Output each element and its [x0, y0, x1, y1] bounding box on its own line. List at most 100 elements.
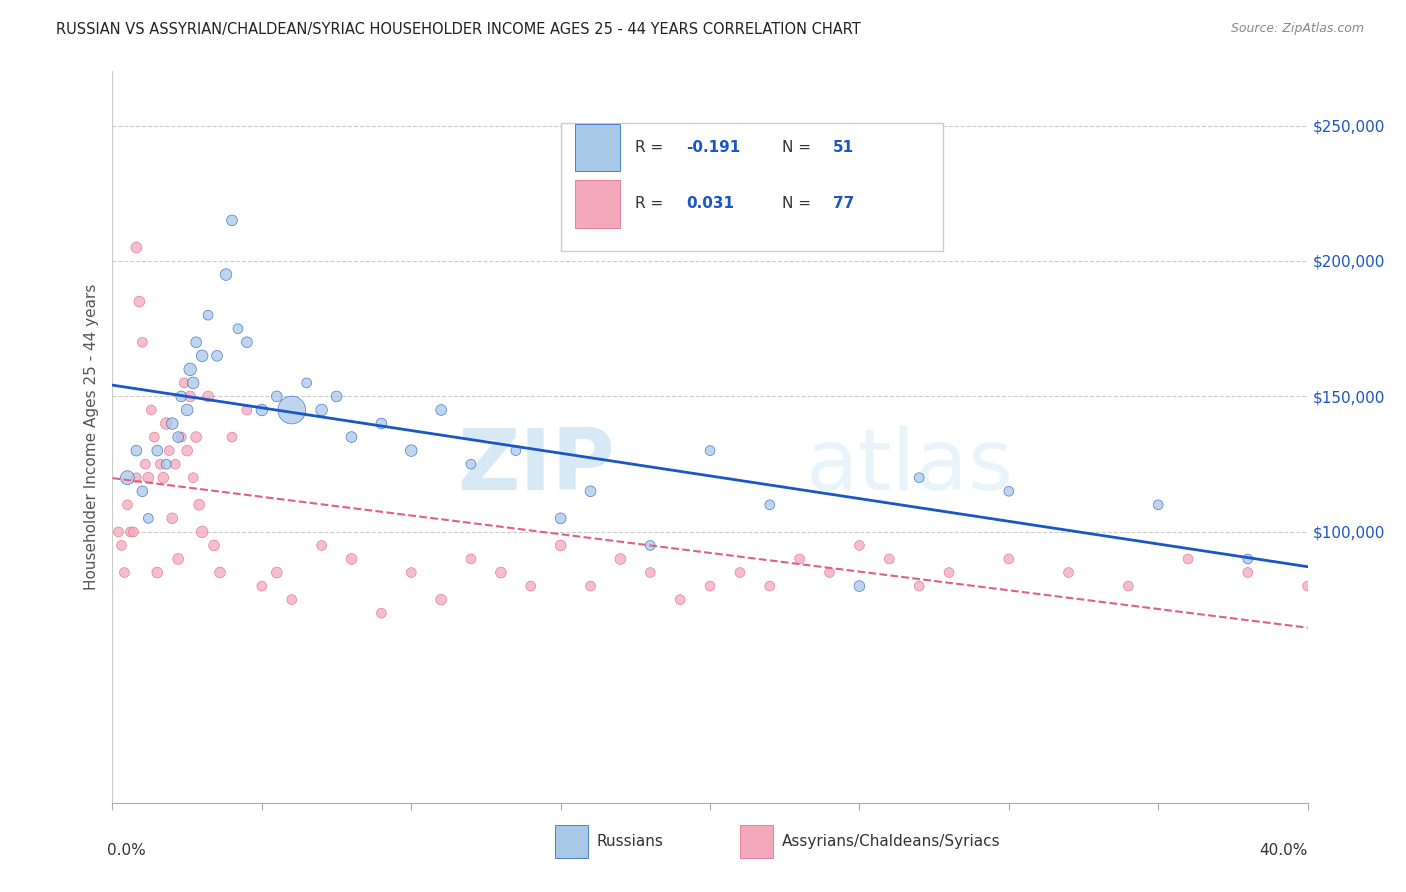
- Point: [188, 498, 211, 512]
- Point: [186, 430, 208, 444]
- Point: [998, 484, 1021, 499]
- Point: [176, 443, 198, 458]
- Point: [107, 524, 129, 539]
- Point: [236, 403, 259, 417]
- Point: [908, 471, 931, 485]
- Point: [138, 511, 160, 525]
- Point: [173, 376, 195, 390]
- Point: [170, 430, 193, 444]
- Text: 40.0%: 40.0%: [1260, 843, 1308, 858]
- Bar: [554, 825, 588, 858]
- Point: [430, 592, 453, 607]
- Bar: [740, 825, 773, 858]
- Point: [155, 417, 177, 431]
- Text: Russians: Russians: [596, 834, 664, 848]
- Point: [125, 443, 148, 458]
- Point: [170, 389, 193, 403]
- Point: [191, 349, 214, 363]
- Point: [157, 443, 180, 458]
- Text: 51: 51: [834, 140, 855, 155]
- Point: [430, 403, 453, 417]
- Point: [125, 471, 148, 485]
- Point: [114, 566, 135, 580]
- Point: [311, 538, 333, 552]
- Point: [120, 524, 142, 539]
- Point: [186, 335, 208, 350]
- Point: [138, 471, 160, 485]
- Point: [1118, 579, 1140, 593]
- Point: [176, 403, 198, 417]
- Point: [640, 538, 662, 552]
- Point: [221, 430, 243, 444]
- Point: [281, 403, 304, 417]
- Point: [699, 579, 721, 593]
- Point: [250, 579, 273, 593]
- Point: [197, 308, 219, 322]
- Point: [370, 606, 392, 620]
- Text: R =: R =: [634, 196, 668, 211]
- Point: [401, 566, 423, 580]
- Point: [998, 552, 1021, 566]
- Point: [162, 511, 183, 525]
- Point: [908, 579, 931, 593]
- Point: [401, 443, 423, 458]
- Point: [226, 322, 249, 336]
- Point: [266, 389, 288, 403]
- Point: [141, 403, 163, 417]
- Point: [1057, 566, 1080, 580]
- FancyBboxPatch shape: [561, 122, 943, 251]
- Point: [209, 566, 232, 580]
- Point: [505, 443, 527, 458]
- Text: N =: N =: [782, 196, 815, 211]
- Text: Assyrians/Chaldeans/Syriacs: Assyrians/Chaldeans/Syriacs: [782, 834, 1000, 848]
- Text: 0.0%: 0.0%: [107, 843, 145, 858]
- Point: [579, 484, 602, 499]
- Text: Source: ZipAtlas.com: Source: ZipAtlas.com: [1230, 22, 1364, 36]
- Point: [131, 335, 153, 350]
- Point: [1296, 579, 1319, 593]
- Text: ZIP: ZIP: [457, 425, 614, 508]
- Point: [311, 403, 333, 417]
- Point: [699, 443, 721, 458]
- Point: [789, 552, 811, 566]
- Point: [848, 538, 870, 552]
- Point: [1237, 566, 1260, 580]
- Point: [165, 457, 187, 471]
- Text: N =: N =: [782, 140, 815, 155]
- Text: R =: R =: [634, 140, 668, 155]
- Point: [759, 579, 782, 593]
- Point: [215, 268, 238, 282]
- Point: [197, 389, 219, 403]
- Bar: [575, 124, 620, 171]
- Point: [125, 240, 148, 254]
- Point: [325, 389, 347, 403]
- Text: 0.031: 0.031: [686, 196, 734, 211]
- Point: [131, 484, 153, 499]
- Point: [1237, 552, 1260, 566]
- Point: [162, 417, 183, 431]
- Point: [117, 498, 139, 512]
- Point: [250, 403, 273, 417]
- Point: [579, 579, 602, 593]
- Point: [281, 592, 304, 607]
- Y-axis label: Householder Income Ages 25 - 44 years: Householder Income Ages 25 - 44 years: [83, 284, 98, 591]
- Point: [181, 376, 204, 390]
- Point: [520, 579, 543, 593]
- Point: [460, 457, 482, 471]
- Point: [370, 417, 392, 431]
- Text: 77: 77: [834, 196, 855, 211]
- Point: [460, 552, 482, 566]
- Text: -0.191: -0.191: [686, 140, 741, 155]
- Point: [128, 294, 150, 309]
- Point: [110, 538, 132, 552]
- Point: [152, 471, 174, 485]
- Bar: [575, 180, 620, 227]
- Point: [848, 579, 870, 593]
- Point: [181, 471, 204, 485]
- Point: [146, 566, 169, 580]
- Text: atlas: atlas: [806, 425, 1014, 508]
- Point: [759, 498, 782, 512]
- Point: [167, 552, 190, 566]
- Point: [340, 430, 363, 444]
- Point: [236, 335, 259, 350]
